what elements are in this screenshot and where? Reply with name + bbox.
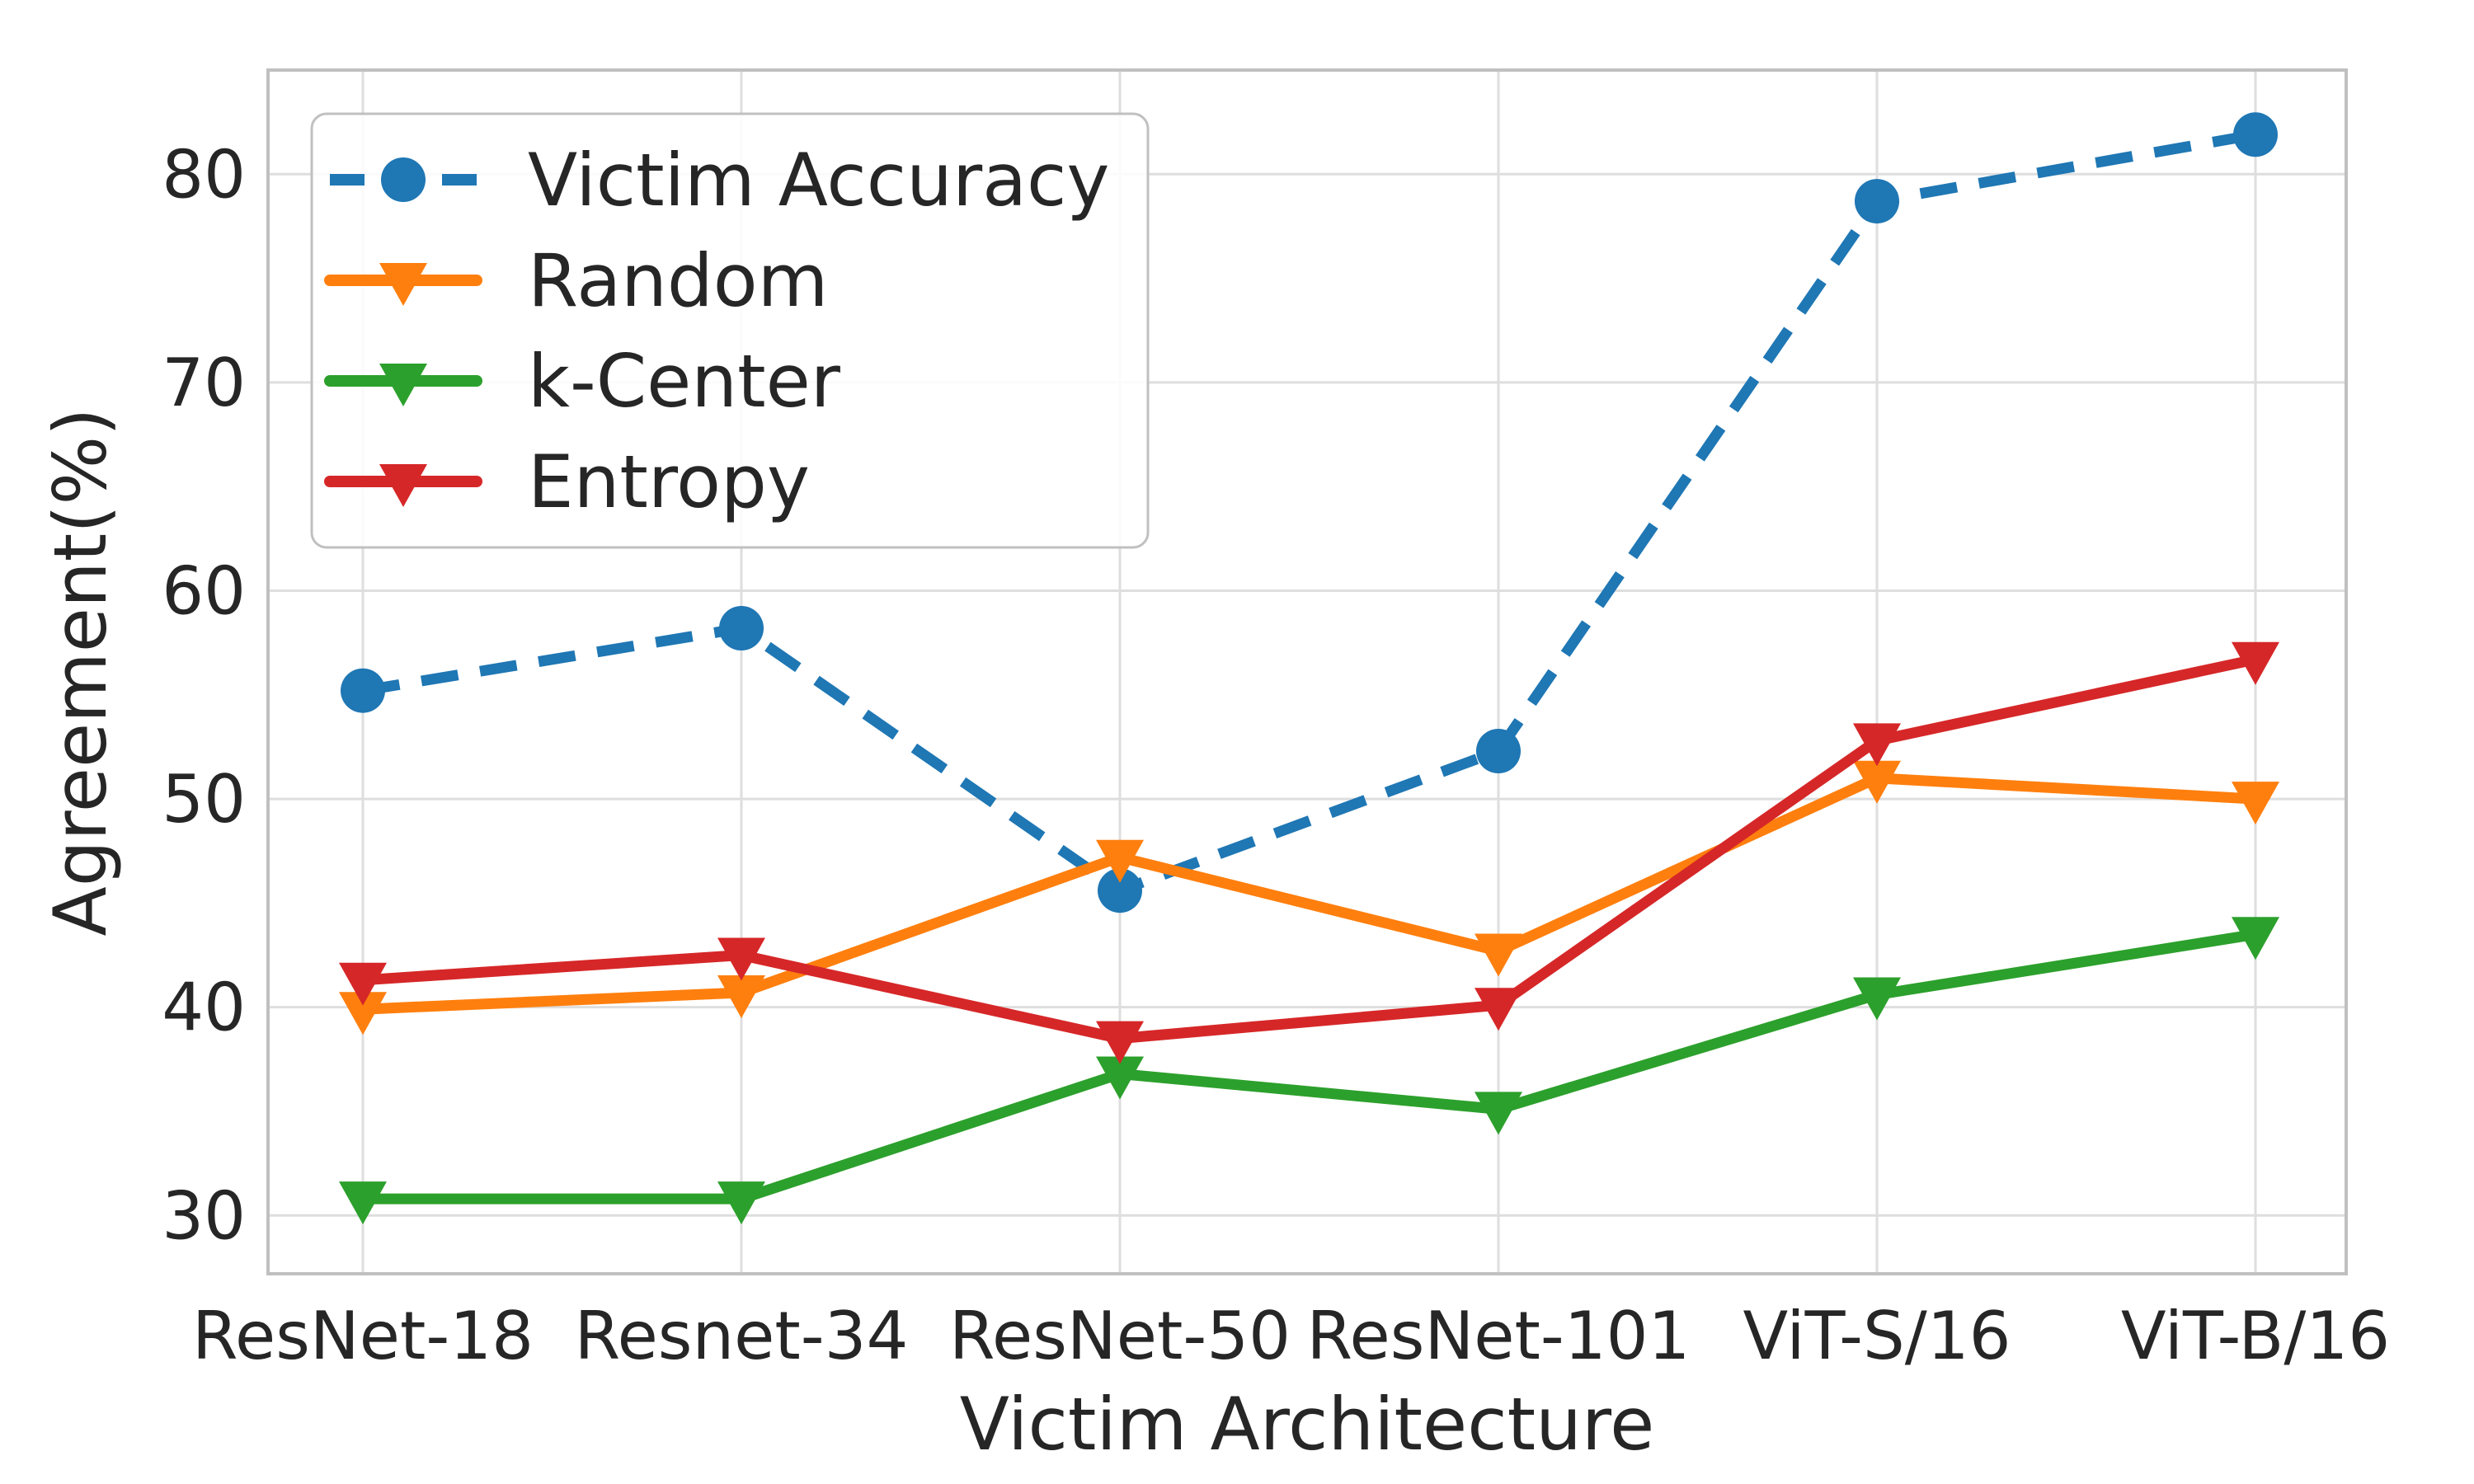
axes-spines bbox=[266, 68, 2348, 1275]
data-point-marker bbox=[2233, 112, 2278, 157]
data-point-marker bbox=[1475, 1092, 1522, 1135]
data-point-marker bbox=[1096, 1021, 1144, 1064]
x-tick-label: ViT-S/16 bbox=[1743, 1298, 2011, 1374]
legend-marker-triangle-icon bbox=[379, 464, 427, 507]
data-point-marker bbox=[717, 1181, 765, 1225]
x-axis-title: Victim Architecture bbox=[960, 1382, 1655, 1467]
x-tick-label: ResNet-101 bbox=[1307, 1298, 1691, 1374]
data-point-marker bbox=[717, 975, 765, 1018]
legend-entry: k-Center bbox=[324, 339, 841, 424]
series-random bbox=[339, 760, 2279, 1036]
legend-entry: Entropy bbox=[324, 439, 810, 524]
plot-border bbox=[266, 68, 2348, 1275]
x-tick-label: ResNet-50 bbox=[949, 1298, 1291, 1374]
legend-entry-label: k-Center bbox=[528, 339, 841, 424]
data-point-marker bbox=[1096, 1056, 1144, 1100]
y-tick-label: 70 bbox=[162, 345, 246, 421]
legend-entry: Random bbox=[324, 238, 828, 323]
series-line bbox=[361, 129, 2257, 896]
series-k-center bbox=[339, 917, 2279, 1225]
series-entropy bbox=[339, 641, 2279, 1064]
series-victim-accuracy bbox=[341, 112, 2278, 913]
data-point-marker bbox=[2232, 782, 2279, 825]
legend-marker-triangle-icon bbox=[379, 364, 427, 406]
x-tick-label: Resnet-34 bbox=[575, 1298, 909, 1374]
legend-entry-label: Victim Accuracy bbox=[528, 138, 1110, 223]
x-tick-label: ViT-B/16 bbox=[2121, 1298, 2390, 1374]
data-point-marker bbox=[1475, 933, 1522, 977]
x-tick-label: ResNet-18 bbox=[192, 1298, 534, 1374]
legend-entry-label: Entropy bbox=[528, 439, 810, 524]
y-tick-label: 40 bbox=[162, 970, 246, 1046]
data-series bbox=[339, 112, 2279, 1225]
series-line bbox=[357, 773, 2261, 1015]
legend-entry: Victim Accuracy bbox=[330, 138, 1110, 223]
data-point-marker bbox=[1853, 977, 1901, 1021]
data-point-marker bbox=[1855, 179, 1899, 224]
series-line bbox=[357, 928, 2261, 1205]
y-tick-label: 60 bbox=[162, 552, 246, 629]
data-point-marker bbox=[1853, 760, 1901, 804]
data-point-marker bbox=[339, 992, 387, 1036]
legend-entry-label: Random bbox=[528, 238, 828, 323]
legend: Victim Accuracy Random k-Center Entropy bbox=[310, 112, 1150, 549]
legend-box bbox=[310, 112, 1150, 549]
data-point-marker bbox=[1475, 988, 1522, 1031]
series-line bbox=[357, 654, 2261, 1045]
y-tick-label: 80 bbox=[162, 136, 246, 213]
data-point-marker bbox=[341, 668, 385, 713]
data-point-marker bbox=[339, 1181, 387, 1225]
data-point-marker bbox=[719, 606, 764, 650]
y-tick-label: 50 bbox=[162, 761, 246, 838]
data-point-marker bbox=[2232, 917, 2279, 960]
data-point-marker bbox=[1096, 839, 1144, 883]
data-point-marker bbox=[339, 962, 387, 1006]
legend-marker-triangle-icon bbox=[379, 263, 427, 306]
legend-marker-circle-icon bbox=[381, 157, 426, 202]
data-point-marker bbox=[1098, 868, 1142, 913]
data-point-marker bbox=[1476, 729, 1521, 773]
y-tick-label: 30 bbox=[162, 1177, 246, 1254]
data-point-marker bbox=[717, 937, 765, 981]
data-point-marker bbox=[2232, 641, 2279, 685]
y-axis-title: Agreement(%) bbox=[38, 407, 123, 936]
data-point-marker bbox=[1853, 723, 1901, 767]
